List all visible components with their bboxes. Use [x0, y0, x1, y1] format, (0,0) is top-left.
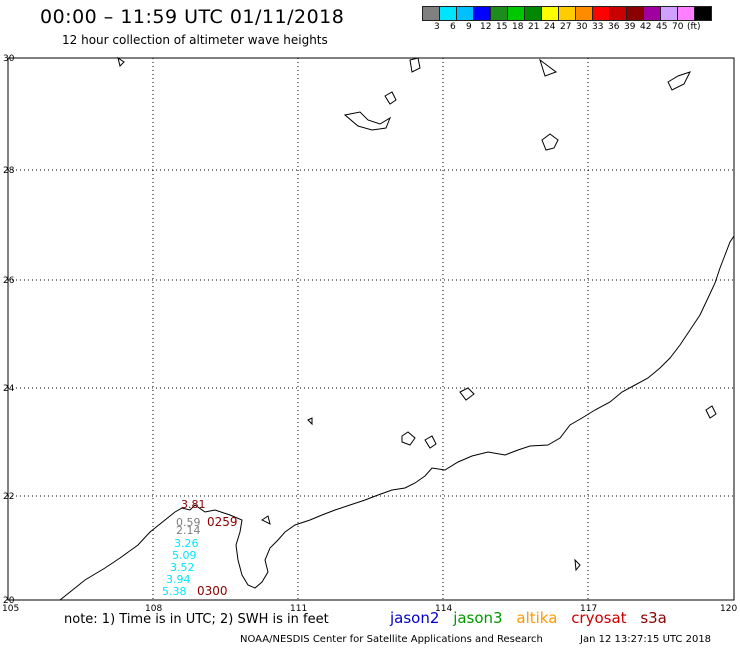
legend-label: 45	[656, 22, 668, 32]
map-title: 00:00 – 11:59 UTC 01/11/2018	[40, 6, 345, 28]
map-subtitle: 12 hour collection of altimeter wave hei…	[62, 33, 328, 47]
legend-label: 70	[672, 22, 684, 32]
lat-tick-label: 20	[3, 596, 15, 606]
legend-label: 3	[434, 22, 440, 32]
lat-lon-grid	[8, 58, 734, 600]
color-legend	[422, 6, 712, 21]
swh-value: 2.14	[176, 524, 201, 537]
swh-value: 3.26	[174, 537, 199, 550]
swh-value: 3.81	[181, 498, 206, 511]
legend-label: 30	[576, 22, 588, 32]
track-time: 0300	[197, 584, 228, 598]
satellite-jason3: jason3	[453, 609, 503, 627]
legend-label: 33	[592, 22, 604, 32]
map-frame	[7, 57, 735, 601]
satellite-legend: jason2 jason3 altika cryosat s3a	[390, 609, 676, 627]
legend-label: 6	[450, 22, 456, 32]
generated-timestamp: Jan 12 13:27:15 UTC 2018	[580, 634, 712, 645]
lat-tick-label: 22	[3, 492, 14, 502]
legend-label: 27	[560, 22, 572, 32]
swh-value: 5.09	[172, 549, 197, 562]
footer-note: note: 1) Time is in UTC; 2) SWH is in fe…	[64, 612, 329, 627]
lon-tick-label: 105	[2, 604, 19, 614]
legend-label: 9	[466, 22, 472, 32]
legend-label: 21	[528, 22, 540, 32]
lat-tick-label: 28	[3, 166, 15, 176]
credit-line: NOAA/NESDIS Center for Satellite Applica…	[240, 634, 543, 645]
coastline	[59, 56, 735, 601]
legend-label: 18	[512, 22, 524, 32]
lat-tick-label: 26	[3, 276, 15, 286]
legend-swatch	[694, 6, 712, 21]
legend-label: 15	[496, 22, 508, 32]
legend-label: 42	[640, 22, 652, 32]
lon-tick-label: 114	[435, 604, 452, 614]
lon-tick-label: 117	[580, 604, 597, 614]
legend-label: 12	[480, 22, 492, 32]
satellite-s3a: s3a	[640, 609, 667, 627]
legend-label: 36	[608, 22, 620, 32]
lon-tick-label: 120	[720, 604, 737, 614]
track-time: 0259	[207, 515, 238, 529]
swh-value: 3.52	[170, 561, 195, 574]
satellite-altika: altika	[516, 609, 558, 627]
lon-tick-label: 108	[145, 604, 162, 614]
swh-value: 5.38	[162, 585, 187, 598]
satellite-jason2: jason2	[390, 609, 440, 627]
legend-label: 39	[624, 22, 636, 32]
legend-label: 24	[544, 22, 556, 32]
lon-tick-label: 111	[290, 604, 307, 614]
swh-value: 3.94	[166, 573, 191, 586]
lat-tick-label: 30	[3, 54, 15, 64]
legend-label: (ft)	[687, 22, 701, 32]
satellite-cryosat: cryosat	[571, 609, 627, 627]
lat-tick-label: 24	[3, 384, 15, 394]
swh-value: 0.59	[176, 516, 201, 529]
